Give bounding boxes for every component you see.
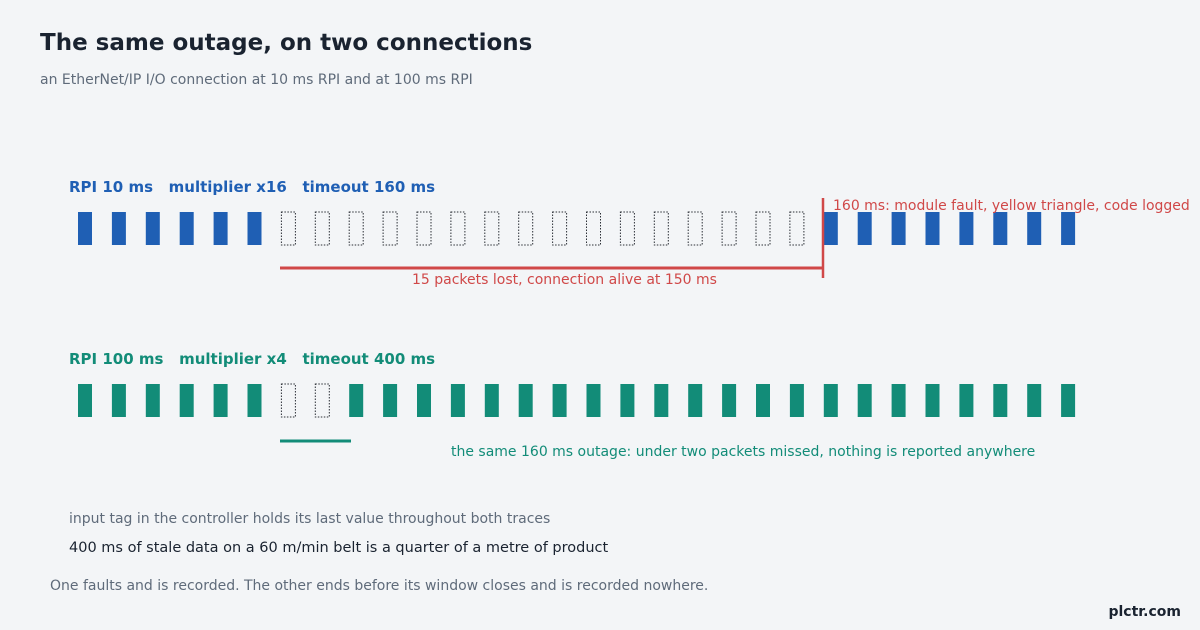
fast-lost-packet bbox=[314, 211, 330, 246]
fast-packet-track bbox=[78, 211, 1076, 246]
slow-packet bbox=[789, 384, 804, 417]
page-subtitle: an EtherNet/IP I/O connection at 10 ms R… bbox=[40, 72, 473, 88]
fast-lost-packet bbox=[755, 211, 771, 246]
slow-packet bbox=[552, 384, 567, 417]
slow-packet bbox=[417, 384, 431, 417]
slow-packet bbox=[1027, 384, 1042, 417]
fast-lost-packet bbox=[789, 211, 805, 246]
footer-caption: One faults and is recorded. The other en… bbox=[50, 578, 709, 594]
slow-packet bbox=[993, 384, 1008, 417]
slow-packet bbox=[1061, 384, 1076, 417]
slow-packet bbox=[722, 384, 737, 417]
fast-packet bbox=[179, 212, 194, 245]
fast-lost-packet bbox=[552, 211, 568, 246]
fast-lost-packet bbox=[280, 211, 296, 246]
slow-packet bbox=[823, 384, 838, 417]
slow-packet bbox=[857, 384, 872, 417]
fault-annotation: 160 ms: module fault, yellow triangle, c… bbox=[833, 198, 1190, 214]
hold-value-note: input tag in the controller holds its la… bbox=[69, 511, 551, 527]
slow-lost-packet bbox=[314, 383, 330, 418]
slow-packet bbox=[959, 384, 974, 417]
page-title: The same outage, on two connections bbox=[40, 30, 533, 56]
slow-packet bbox=[891, 384, 906, 417]
slow-packet-track bbox=[78, 383, 1076, 418]
fast-packet bbox=[857, 212, 872, 245]
slow-packet bbox=[620, 384, 635, 417]
slow-packet bbox=[586, 384, 601, 417]
fast-packet bbox=[247, 212, 262, 245]
slow-packet bbox=[213, 384, 228, 417]
fast-packet bbox=[78, 212, 92, 245]
slow-packet bbox=[349, 384, 364, 417]
packets-lost-annotation: 15 packets lost, connection alive at 150… bbox=[412, 272, 717, 288]
slow-packet bbox=[383, 384, 398, 417]
slow-packet bbox=[756, 384, 770, 417]
fast-packet bbox=[891, 212, 906, 245]
fast-packet bbox=[993, 212, 1008, 245]
fast-row-label: RPI 10 ms multiplier x16 timeout 160 ms bbox=[69, 178, 436, 196]
fast-lost-packet bbox=[382, 211, 398, 246]
slow-packet bbox=[145, 384, 160, 417]
fast-lost-packet bbox=[721, 211, 737, 246]
fast-lost-packet bbox=[348, 211, 364, 246]
stale-data-note: 400 ms of stale data on a 60 m/min belt … bbox=[69, 540, 609, 556]
slow-packet bbox=[78, 384, 92, 417]
fast-packet bbox=[111, 212, 126, 245]
fast-lost-packet bbox=[619, 211, 635, 246]
fast-lost-packet bbox=[450, 211, 466, 246]
fast-packet bbox=[823, 212, 838, 245]
slow-packet bbox=[654, 384, 669, 417]
fast-packet bbox=[925, 212, 940, 245]
slow-packet bbox=[484, 384, 499, 417]
fast-lost-packet bbox=[416, 211, 432, 246]
fast-lost-packet bbox=[518, 211, 534, 246]
fast-lost-packet bbox=[484, 211, 500, 246]
fast-lost-packet bbox=[653, 211, 669, 246]
slow-packet bbox=[111, 384, 126, 417]
brand-logo: plctr.com bbox=[1108, 604, 1181, 620]
slow-packet bbox=[247, 384, 262, 417]
fast-lost-packet bbox=[586, 211, 601, 246]
fast-lost-packet bbox=[687, 211, 703, 246]
slow-packet bbox=[450, 384, 465, 417]
slow-packet bbox=[925, 384, 940, 417]
same-outage-annotation: the same 160 ms outage: under two packet… bbox=[451, 444, 1036, 460]
slow-packet bbox=[518, 384, 533, 417]
fast-packet bbox=[145, 212, 160, 245]
fast-packet bbox=[1061, 212, 1076, 245]
fast-packet bbox=[213, 212, 228, 245]
slow-packet bbox=[688, 384, 703, 417]
fast-packet bbox=[959, 212, 974, 245]
slow-packet bbox=[179, 384, 194, 417]
slow-lost-packet bbox=[280, 383, 296, 418]
fast-packet bbox=[1027, 212, 1042, 245]
slow-row-label: RPI 100 ms multiplier x4 timeout 400 ms bbox=[69, 350, 436, 368]
